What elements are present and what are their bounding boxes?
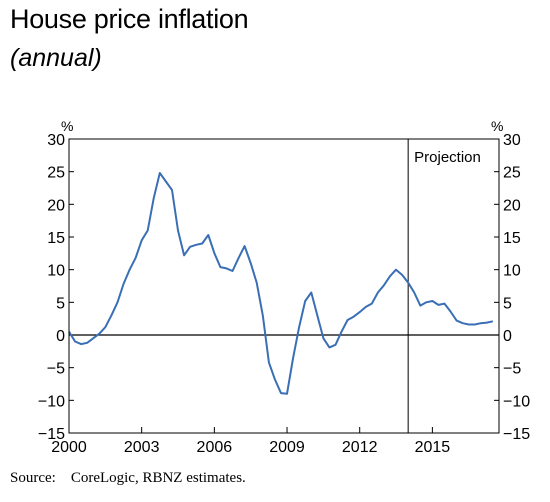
right-axis-ticks: −15 −10 −5 0 5 10 15 20 25 30 [494, 132, 530, 443]
left-tick-label: 5 [56, 295, 65, 312]
x-tick-label: 2009 [269, 439, 305, 456]
left-tick-label: 15 [47, 230, 65, 247]
left-tick-label: 25 [47, 165, 65, 182]
right-tick-label: 10 [503, 263, 521, 280]
projection-label: Projection [414, 149, 481, 166]
left-axis-unit: % [61, 118, 73, 134]
left-tick-label: 30 [47, 132, 65, 149]
chart-title: House price inflation [10, 4, 249, 34]
chart-subtitle: (annual) [10, 44, 102, 72]
right-tick-label: −5 [503, 361, 521, 378]
x-tick-label: 2000 [51, 439, 87, 456]
x-axis-ticks: 2000 2003 2006 2009 2012 2015 [51, 427, 450, 456]
left-tick-label: −15 [38, 426, 65, 443]
plot-frame [68, 138, 500, 434]
right-tick-label: 20 [503, 197, 521, 214]
right-tick-label: 5 [503, 295, 512, 312]
left-axis-ticks: −15 −10 −5 0 5 10 15 20 25 30 [38, 132, 74, 443]
x-tick-label: 2012 [342, 439, 378, 456]
right-tick-label: 15 [503, 230, 521, 247]
right-tick-label: 0 [503, 328, 512, 345]
right-tick-label: 30 [503, 132, 521, 149]
x-tick-label: 2003 [124, 439, 160, 456]
left-tick-label: 20 [47, 197, 65, 214]
series-line-house-price-inflation [68, 172, 494, 395]
x-tick-label: 2015 [415, 439, 451, 456]
left-tick-label: 0 [56, 328, 65, 345]
right-tick-label: −15 [503, 426, 530, 443]
right-axis-unit: % [491, 118, 503, 134]
x-tick-label: 2006 [197, 439, 233, 456]
right-tick-label: −10 [503, 393, 530, 410]
left-tick-label: −10 [38, 393, 65, 410]
left-tick-label: 10 [47, 263, 65, 280]
left-tick-label: −5 [47, 361, 65, 378]
source-note: Source: CoreLogic, RBNZ estimates. [10, 470, 246, 486]
right-tick-label: 25 [503, 165, 521, 182]
